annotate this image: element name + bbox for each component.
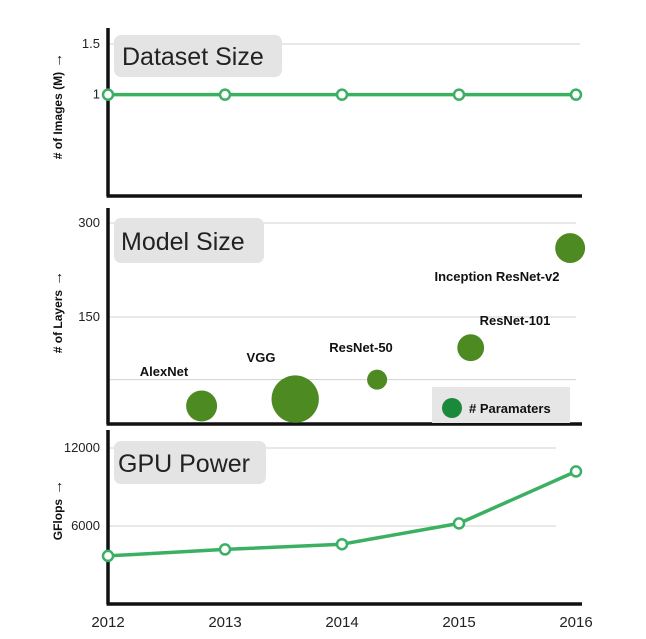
data-point-0-3 [452,88,466,101]
y-tick-label-2-1: 12000 [64,440,100,455]
x-tick-label-0: 2012 [91,614,124,631]
x-tick-label-3: 2015 [442,614,475,631]
y-axis-label-text: # of Images (M) [51,72,65,159]
panel-title-0: Dataset Size [122,43,264,71]
y-axis-arrow-icon: → [49,271,66,290]
bubble-vgg [271,375,319,423]
bubble-label-1: VGG [247,350,276,365]
x-tick-label-4: 2016 [559,614,592,631]
y-tick-label-1-0: 150 [78,309,100,324]
bubble-resnet-101 [457,334,485,362]
bubble-label-3: ResNet-101 [480,313,551,328]
x-tick-label-2: 2014 [325,614,358,631]
y-axis-label-0: # of Images (M) → [49,53,66,160]
data-point-2-1 [218,543,232,556]
data-point-0-0 [101,88,115,101]
data-point-2-0 [101,549,115,563]
y-axis-label-text: # of Layers [51,290,65,354]
panel-title-2: GPU Power [118,450,250,478]
data-point-0-4 [569,88,583,101]
y-axis-label-2: GFlops → [49,480,66,541]
data-point-2-3 [452,517,466,530]
bubble-label-4: Inception ResNet-v2 [435,269,560,284]
legend-bubble-icon [442,398,462,418]
bubble-label-0: AlexNet [140,364,189,379]
data-point-0-1 [218,88,232,101]
panel-title-box-0 [114,35,282,77]
bubble-alexnet [186,390,218,422]
panel-title-box-1 [114,218,264,263]
y-tick-label-0-0: 1 [93,87,100,102]
y-tick-label-0-1: 1.5 [82,36,100,51]
bubble-inception-resnet-v2 [555,233,586,264]
y-axis-arrow-icon: → [49,480,66,499]
panel-title-box-2 [114,441,266,484]
legend-label: # Paramaters [469,401,551,416]
bubble-label-2: ResNet-50 [329,340,393,355]
y-tick-label-2-0: 6000 [71,518,100,533]
panel-title-1: Model Size [121,228,245,256]
data-point-2-2 [335,537,349,551]
y-tick-label-1-1: 300 [78,215,100,230]
bubble-resnet-50 [367,369,388,390]
y-axis-arrow-icon: → [49,53,66,72]
data-point-2-4 [569,465,583,478]
y-axis-label-text: GFlops [51,499,65,541]
data-point-0-2 [335,88,349,101]
y-axis-label-1: # of Layers → [49,271,66,354]
x-tick-label-1: 2013 [208,614,241,631]
